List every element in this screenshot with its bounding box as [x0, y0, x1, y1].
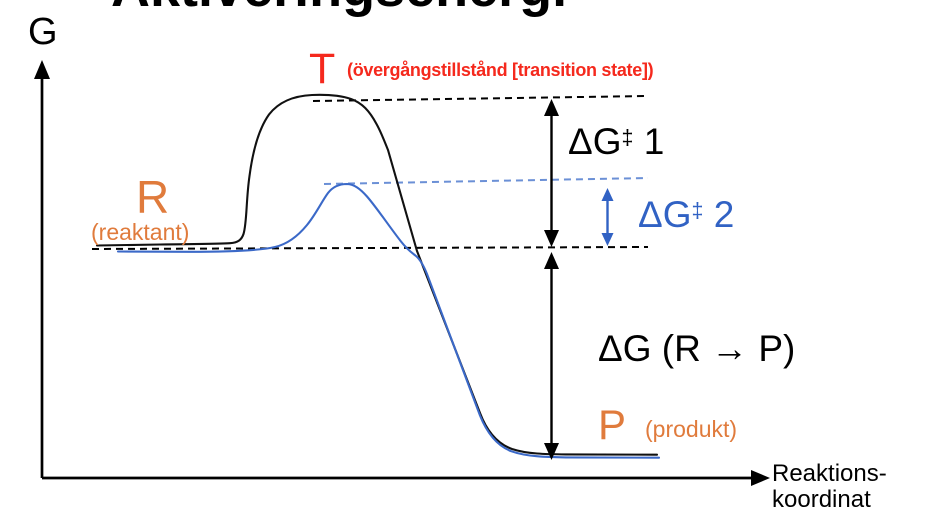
reaction-path-blue	[116, 182, 661, 459]
double-dagger-symbol: ‡	[691, 198, 704, 223]
y-axis-label: G	[28, 11, 58, 53]
delta-g2-label: ΔG‡ 2	[638, 196, 734, 233]
reactant-level-dashed-line	[91, 246, 649, 250]
reaction-path-black	[95, 93, 659, 456]
x-axis-label: Reaktions- koordinat	[772, 461, 887, 513]
delta-g1-label: ΔG‡ 1	[568, 123, 664, 160]
peak-level-dashed-line	[312, 95, 649, 102]
transition-state-symbol: T	[309, 45, 336, 93]
slide-title: Aktiveringsenergi	[111, 0, 567, 15]
delta-g-reaction-label: ΔG (R → P)	[598, 328, 796, 369]
x-axis-label-line1: Reaktions-	[772, 460, 887, 487]
product-note: (produkt)	[645, 416, 738, 442]
x-axis-label-line2: koordinat	[772, 486, 871, 513]
x-axis	[42, 470, 770, 486]
delta-g1-base: ΔG	[568, 121, 622, 162]
reactant-note: (reaktant)	[91, 219, 190, 245]
delta-g2-base: ΔG	[638, 194, 692, 235]
delta-g2-number: 2	[703, 194, 735, 235]
reactant-symbol: R	[136, 171, 170, 223]
transition-state-note: (övergångstillstånd [transition state])	[347, 60, 654, 80]
dg2-arrow	[601, 188, 614, 246]
catalyzed-peak-dashed-line	[323, 177, 649, 185]
double-dagger-symbol: ‡	[621, 125, 634, 150]
dg-rp-arrow	[544, 252, 559, 460]
delta-g1-number: 1	[633, 121, 665, 162]
product-symbol: P	[598, 401, 627, 448]
dg1-arrow	[544, 99, 559, 247]
y-axis	[34, 60, 50, 478]
